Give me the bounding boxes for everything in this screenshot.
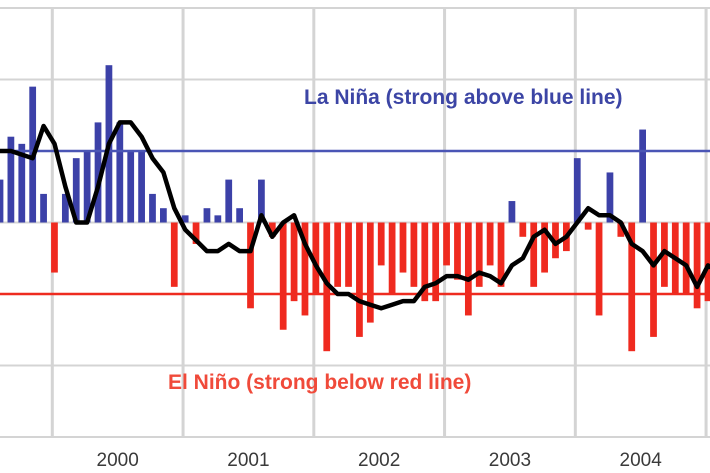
bar-positive — [83, 151, 91, 223]
bar-negative — [682, 222, 690, 294]
bar-negative — [247, 222, 254, 309]
threshold-lines — [0, 149, 710, 296]
x-tick-labels: 200020012002200320042 — [97, 450, 710, 471]
bar-negative — [51, 222, 58, 273]
x-tick-label: 2004 — [620, 450, 663, 471]
bar-positive — [508, 201, 516, 223]
bar-negative — [497, 222, 505, 287]
bar-negative — [617, 222, 625, 237]
bar-negative — [454, 222, 461, 280]
bar-positive — [116, 122, 124, 223]
bar-negative — [475, 222, 483, 287]
bar-negative — [421, 222, 429, 302]
bar-negative — [486, 222, 494, 266]
x-tick-label: 2003 — [489, 450, 531, 471]
bar-negative — [366, 222, 374, 323]
bar-negative — [170, 222, 178, 287]
bar-positive — [72, 158, 80, 223]
bar-positive — [138, 151, 145, 223]
bar-positive — [18, 143, 26, 223]
bar-positive — [7, 136, 15, 223]
bar-negative — [301, 222, 309, 316]
bar-negative — [345, 222, 352, 287]
bar-negative — [323, 222, 331, 352]
bar-positive — [573, 158, 581, 223]
el-nino-annotation: El Niño (strong below red line) — [168, 371, 471, 394]
bar-positive — [639, 129, 646, 223]
bar-negative — [388, 222, 396, 294]
bar-negative — [595, 222, 603, 316]
bar-positive — [606, 172, 614, 223]
bar-negative — [399, 222, 407, 273]
bar-negative — [519, 222, 527, 237]
bar-negative — [628, 222, 636, 352]
bar-negative — [464, 222, 472, 316]
bar-positive — [149, 193, 156, 223]
bar-positive — [0, 179, 4, 223]
x-tick-label: 2001 — [227, 450, 269, 471]
bar-positive — [160, 208, 167, 223]
x-tick-label: 2002 — [358, 450, 400, 471]
bar-negative — [410, 222, 418, 287]
bar-negative — [268, 222, 276, 237]
bar-positive — [258, 179, 265, 223]
bar-negative — [432, 222, 440, 302]
bar-positive — [236, 208, 243, 223]
bar-negative — [290, 222, 298, 302]
bar-negative — [443, 222, 450, 266]
bar-negative — [377, 222, 385, 266]
bar-positive — [181, 215, 189, 223]
bar-positive — [214, 215, 222, 223]
bar-negative — [584, 222, 592, 230]
bar-negative — [312, 222, 320, 294]
running-mean-series — [0, 120, 710, 311]
bar-negative — [356, 222, 363, 337]
bar-positive — [203, 208, 211, 223]
bar-negative — [704, 222, 710, 302]
bar-positive — [40, 193, 47, 223]
bar-positive — [61, 193, 69, 223]
bar-negative — [192, 222, 200, 244]
bar-positive — [94, 122, 102, 223]
bar-negative — [279, 222, 287, 330]
running-mean-line — [0, 120, 710, 311]
bar-negative — [541, 222, 548, 273]
bar-negative — [650, 222, 657, 337]
bar-negative — [530, 222, 538, 287]
bar-negative — [334, 222, 342, 287]
bar-positive — [225, 179, 233, 223]
la-nina-annotation: La Niña (strong above blue line) — [304, 86, 623, 109]
bar-positive — [127, 151, 135, 223]
bar-negative — [693, 222, 701, 309]
x-tick-label: 2000 — [97, 450, 139, 471]
